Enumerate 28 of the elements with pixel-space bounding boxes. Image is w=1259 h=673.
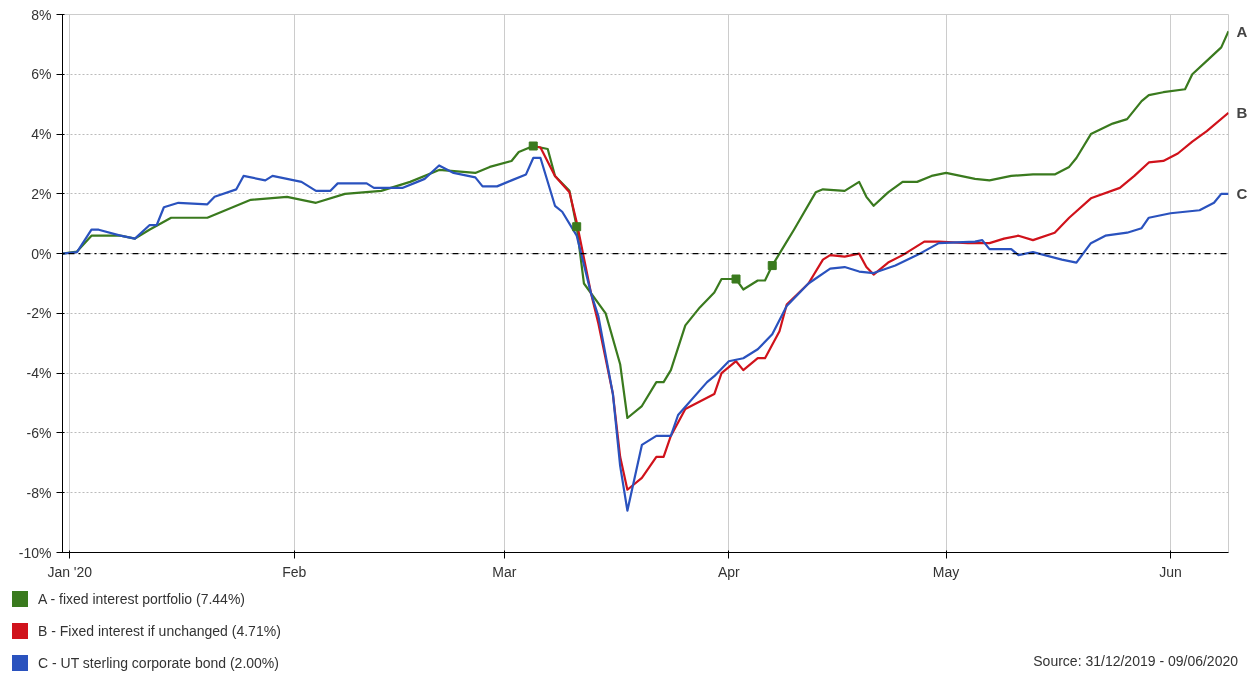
annotation: A [1236,22,1248,40]
y-tick-label: -4% [26,365,52,382]
y-tick-label: -10% [18,544,52,561]
x-tick-label: Feb [282,563,307,580]
y-tick-label: 8% [31,6,52,23]
x-tick-label: Apr [717,563,741,580]
line-series [62,156,1229,512]
legend-label: B - Fixed interest if unchanged (4.71%) [37,622,281,640]
y-tick-label: -8% [26,484,52,501]
y-tick-label: 4% [31,126,52,143]
x-tick-label: Jan '20 [47,563,93,580]
y-tick-label: -2% [26,305,52,322]
point [731,274,741,284]
legend-label: C - UT sterling corporate bond (2.00%) [37,654,279,672]
point [528,141,538,151]
y-tick-label: 2% [31,185,52,202]
x-tick-label: May [932,563,960,580]
y-tick-label: 6% [31,66,52,83]
legend-label: A - fixed interest portfolio (7.44%) [37,590,245,608]
source-note: Source: 31/12/2019 - 09/06/2020 [1033,652,1238,670]
annotation: C [1236,185,1248,203]
y-tick-label: -6% [26,424,52,441]
point [767,261,777,271]
annotation: B [1236,104,1248,122]
x-tick-label: Jun [1159,563,1182,580]
y-tick-label: 0% [31,245,52,262]
x-tick-label: Mar [492,563,517,580]
point [572,222,582,232]
